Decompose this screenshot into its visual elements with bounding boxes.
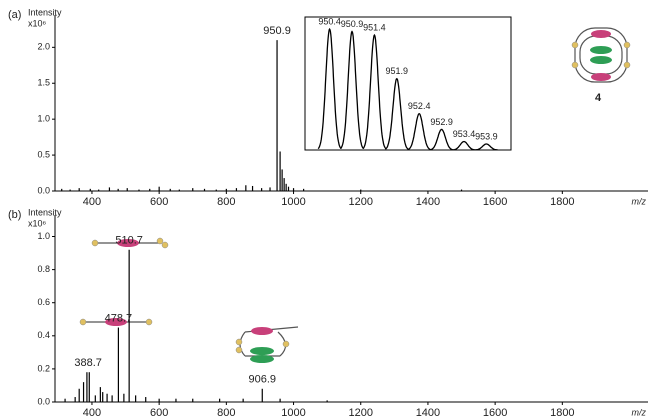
y-tick-label: 0.5 — [37, 149, 50, 159]
isotope-peak — [362, 33, 387, 150]
isotope-peak — [474, 143, 498, 151]
isotope-label: 952.9 — [430, 117, 453, 127]
y-axis-label: Intensity — [28, 207, 62, 217]
panel-label: (a) — [8, 9, 21, 21]
fragment-icon — [91, 237, 169, 249]
x-tick-label: 600 — [150, 196, 168, 208]
y-tick-label: 0.6 — [37, 297, 50, 307]
compound-label: 4 — [595, 92, 602, 104]
isotope-label: 950.9 — [341, 19, 364, 29]
peak-label: 510.7 — [115, 235, 143, 247]
y-tick-label: 0.0 — [37, 396, 50, 406]
y-tick-label: 0.2 — [37, 363, 50, 373]
fragment-icon — [235, 326, 299, 363]
x-tick-label: 800 — [217, 407, 235, 416]
y-axis-unit: x10⁶ — [28, 218, 47, 228]
isotope-peak — [429, 128, 454, 151]
peak-label: 388.7 — [74, 357, 102, 369]
x-tick-label: 600 — [150, 407, 168, 416]
isotope-peak — [385, 77, 409, 150]
peak-label: 906.9 — [248, 374, 276, 386]
y-tick-label: 0.0 — [37, 185, 50, 195]
isotope-peak — [452, 140, 476, 151]
y-tick-label: 0.8 — [37, 264, 50, 274]
y-tick-label: 2.0 — [37, 42, 50, 52]
isotope-label: 950.4 — [318, 16, 341, 26]
x-tick-label: 1600 — [483, 407, 507, 416]
isotope-peak — [317, 27, 342, 150]
x-axis-label: m/z — [632, 407, 647, 416]
fragment-icon — [79, 318, 153, 326]
x-tick-label: 1400 — [416, 196, 440, 208]
x-tick-label: 1800 — [550, 196, 574, 208]
y-axis-label: Intensity — [28, 7, 62, 17]
x-tick-label: 1200 — [348, 196, 372, 208]
isotope-label: 951.9 — [386, 66, 409, 76]
x-tick-label: 800 — [217, 196, 235, 208]
inset-frame — [304, 16, 512, 151]
compound-icon — [571, 27, 631, 83]
x-tick-label: 1800 — [550, 407, 574, 416]
peak-label: 950.9 — [263, 25, 291, 37]
y-tick-label: 1.0 — [37, 231, 50, 241]
x-tick-label: 400 — [83, 407, 101, 416]
isotope-peak — [407, 112, 431, 151]
isotope-label: 953.4 — [453, 129, 476, 139]
x-tick-label: 1600 — [483, 196, 507, 208]
y-tick-label: 1.0 — [37, 114, 50, 124]
isotope-peak — [340, 30, 364, 150]
x-tick-label: 400 — [83, 196, 101, 208]
peak-label: 478.7 — [105, 312, 133, 324]
panel-label: (b) — [8, 209, 21, 221]
isotope-label: 953.9 — [475, 131, 498, 141]
x-tick-label: 1000 — [281, 196, 305, 208]
x-tick-label: 1000 — [281, 407, 305, 416]
x-tick-label: 1200 — [348, 407, 372, 416]
isotope-label: 951.4 — [363, 23, 386, 33]
y-tick-label: 0.4 — [37, 330, 50, 340]
isotope-label: 952.4 — [408, 101, 431, 111]
y-axis-unit: x10⁶ — [28, 18, 47, 28]
x-tick-label: 1400 — [416, 407, 440, 416]
y-tick-label: 1.5 — [37, 78, 50, 88]
x-axis-label: m/z — [632, 196, 647, 206]
